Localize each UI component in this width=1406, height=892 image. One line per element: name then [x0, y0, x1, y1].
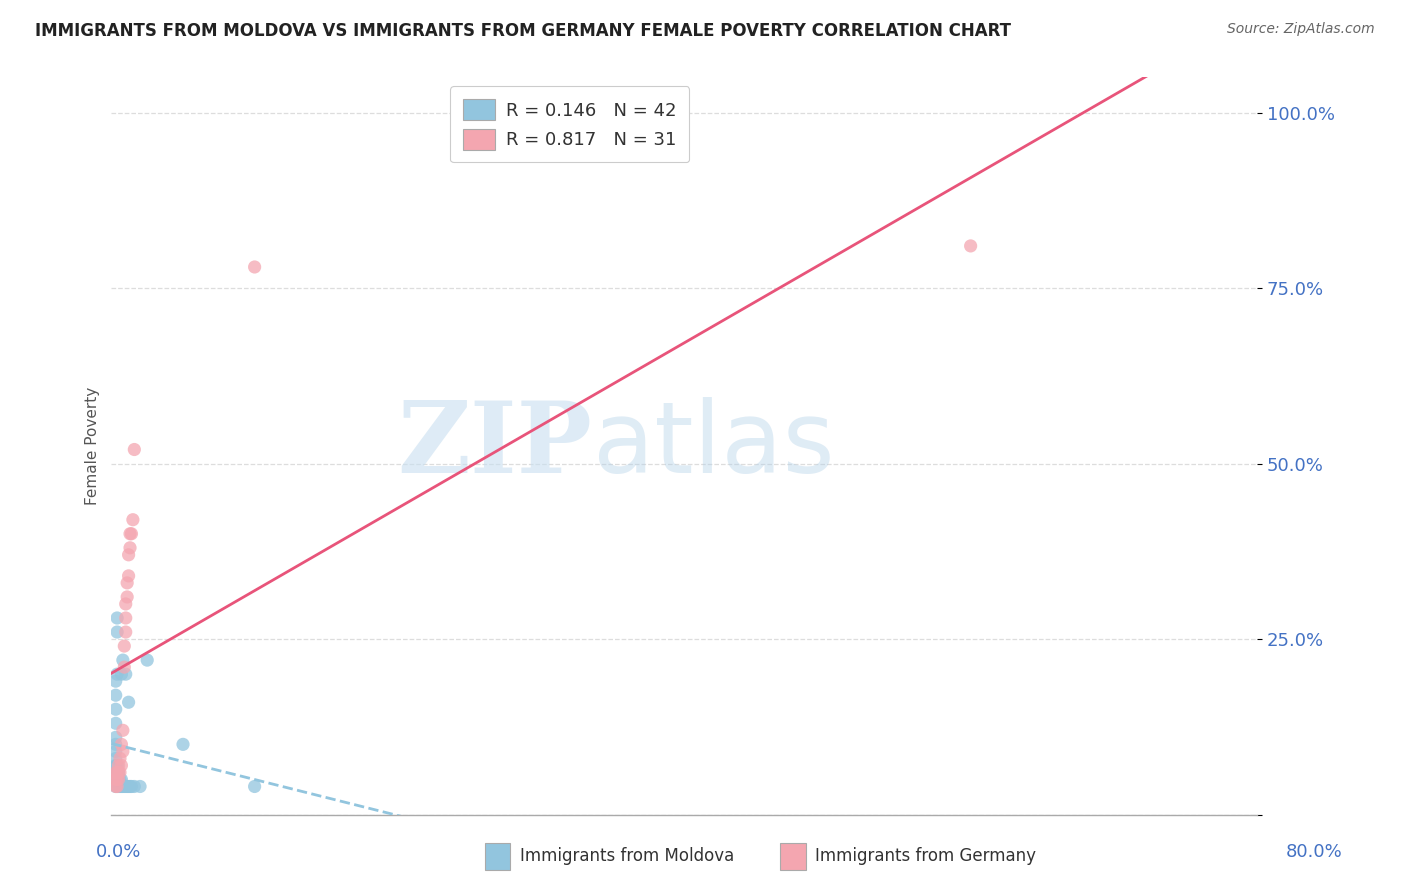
Point [107, 772, 129, 787]
Point [110, 758, 132, 772]
Point [104, 758, 127, 772]
Point [105, 611, 128, 625]
Point [108, 780, 131, 794]
Point [107, 765, 129, 780]
Point [115, 780, 138, 794]
Point [110, 667, 132, 681]
Point [104, 780, 127, 794]
Point [105, 765, 128, 780]
Point [117, 780, 139, 794]
Point [124, 442, 146, 457]
Point [122, 513, 145, 527]
Point [108, 772, 131, 787]
Point [104, 688, 127, 702]
Point [114, 667, 136, 681]
Point [105, 772, 128, 787]
Point [108, 765, 131, 780]
Text: Immigrants from Germany: Immigrants from Germany [815, 847, 1036, 865]
Point [104, 751, 127, 765]
Point [104, 765, 127, 780]
Point [114, 597, 136, 611]
Point [115, 575, 138, 590]
Point [129, 780, 152, 794]
Point [114, 625, 136, 640]
Point [112, 639, 135, 653]
Y-axis label: Female Poverty: Female Poverty [86, 387, 100, 505]
Point [120, 780, 142, 794]
Text: atlas: atlas [592, 398, 834, 494]
Text: ZIP: ZIP [398, 398, 592, 494]
Point [104, 702, 127, 716]
Point [104, 772, 127, 787]
Point [104, 731, 127, 745]
Text: 0.0%: 0.0% [96, 843, 141, 861]
Point [114, 780, 136, 794]
Point [124, 780, 146, 794]
Legend: R = 0.146   N = 42, R = 0.817   N = 31: R = 0.146 N = 42, R = 0.817 N = 31 [450, 87, 689, 162]
Point [172, 737, 194, 751]
Point [118, 780, 141, 794]
Point [104, 674, 127, 689]
Point [105, 772, 128, 787]
Point [105, 667, 128, 681]
Point [104, 744, 127, 758]
Point [105, 780, 128, 794]
Point [110, 772, 132, 787]
Point [115, 590, 138, 604]
Point [120, 526, 142, 541]
Text: 80.0%: 80.0% [1286, 843, 1343, 861]
Point [117, 695, 139, 709]
Point [112, 660, 135, 674]
Point [105, 758, 128, 772]
Point [243, 780, 266, 794]
Point [105, 780, 128, 794]
Point [105, 765, 128, 780]
Point [110, 780, 132, 794]
Point [104, 716, 127, 731]
Point [112, 780, 135, 794]
Point [104, 780, 127, 794]
Text: Immigrants from Moldova: Immigrants from Moldova [520, 847, 734, 865]
Point [107, 772, 129, 787]
Point [105, 625, 128, 640]
Point [118, 541, 141, 555]
Point [959, 239, 981, 253]
Point [118, 526, 141, 541]
Point [104, 737, 127, 751]
Point [111, 780, 134, 794]
Point [110, 737, 132, 751]
Point [111, 744, 134, 758]
Point [104, 772, 127, 787]
Text: IMMIGRANTS FROM MOLDOVA VS IMMIGRANTS FROM GERMANY FEMALE POVERTY CORRELATION CH: IMMIGRANTS FROM MOLDOVA VS IMMIGRANTS FR… [35, 22, 1011, 40]
Text: Source: ZipAtlas.com: Source: ZipAtlas.com [1227, 22, 1375, 37]
Point [243, 260, 266, 274]
Point [136, 653, 159, 667]
Point [107, 765, 129, 780]
Point [111, 653, 134, 667]
Point [107, 780, 129, 794]
Point [104, 765, 127, 780]
Point [114, 611, 136, 625]
Point [117, 569, 139, 583]
Point [108, 751, 131, 765]
Point [117, 548, 139, 562]
Point [107, 758, 129, 772]
Point [111, 723, 134, 738]
